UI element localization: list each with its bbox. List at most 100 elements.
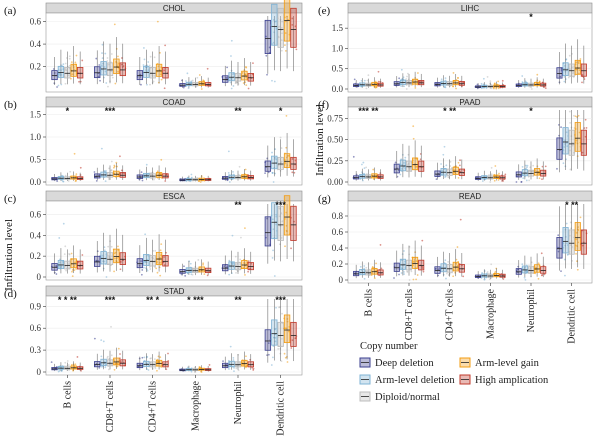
data-point [143, 58, 146, 61]
data-point [146, 268, 148, 271]
x-tick-label: CD4+T cells [445, 289, 456, 340]
data-point [408, 279, 411, 281]
data-point [153, 358, 156, 361]
panel-lihc: LIHC (e) 0.0 0.5 1.0 1.5 * [318, 2, 593, 94]
box [162, 255, 169, 267]
data-point [441, 169, 444, 172]
data-point [374, 86, 377, 89]
data-point [67, 74, 70, 77]
data-point [456, 265, 459, 267]
data-point [568, 54, 571, 57]
box [64, 67, 71, 79]
significance-marker: * *** [187, 295, 204, 305]
data-point [565, 242, 568, 245]
data-point [421, 80, 423, 83]
box [534, 264, 541, 273]
data-point [515, 181, 518, 183]
box [271, 319, 278, 346]
data-point [146, 258, 149, 261]
data-point [291, 158, 294, 160]
box [393, 262, 400, 272]
data-point [266, 217, 269, 220]
data-point [62, 63, 65, 66]
y-tick-label: 0.4 [30, 39, 42, 49]
box [446, 264, 453, 273]
box [568, 129, 575, 156]
data-point [180, 273, 183, 276]
data-point [230, 55, 232, 57]
data-point [405, 88, 408, 90]
data-point [105, 82, 108, 84]
data-point [284, 20, 287, 23]
data-point [64, 67, 67, 70]
data-point [111, 76, 114, 79]
data-point [101, 43, 104, 46]
data-point [483, 278, 486, 281]
data-point [575, 61, 578, 64]
data-point [110, 169, 113, 171]
data-point [294, 337, 297, 340]
data-point [569, 168, 572, 171]
data-point [280, 337, 283, 340]
data-point [155, 267, 158, 270]
data-point [274, 172, 276, 175]
data-point [534, 272, 537, 275]
data-point [271, 356, 274, 359]
data-point [141, 356, 144, 359]
panel-title: ESCA [163, 192, 185, 201]
y-tick-label: 0.0 [30, 177, 42, 187]
data-point [372, 168, 375, 171]
data-point [232, 357, 235, 359]
data-point [422, 270, 425, 273]
data-point [565, 222, 568, 225]
legend-swatch [459, 374, 471, 385]
panel-title: READ [459, 192, 481, 201]
significance-marker: *** [275, 295, 286, 305]
data-point [278, 306, 281, 308]
box [399, 159, 406, 172]
data-point [149, 357, 152, 360]
data-point [247, 87, 250, 90]
data-point [574, 115, 577, 118]
data-point [80, 369, 82, 372]
data-point [274, 336, 277, 339]
data-point [97, 75, 100, 78]
data-point [100, 147, 103, 150]
data-point [153, 178, 155, 181]
data-point [563, 76, 566, 78]
data-point [107, 63, 110, 66]
y-tick-label: 0.50 [327, 135, 343, 145]
data-point [264, 172, 266, 175]
data-point [140, 273, 143, 276]
data-point [377, 70, 380, 73]
data-point [456, 246, 459, 248]
y-axis-label-right: Infiltration level [314, 104, 326, 176]
y-tick-label: 0.75 [327, 113, 343, 123]
data-point [578, 131, 581, 134]
data-point [101, 256, 103, 259]
box [290, 205, 297, 241]
data-point [272, 228, 275, 231]
data-point [117, 245, 119, 248]
data-point [57, 370, 60, 373]
data-point [95, 57, 98, 60]
data-point [189, 180, 192, 183]
data-point [394, 161, 397, 164]
box [271, 155, 278, 170]
y-tick-label: 1.0 [30, 132, 42, 142]
data-point [365, 87, 368, 90]
data-point [228, 181, 231, 183]
data-point [584, 118, 587, 121]
data-point [493, 179, 496, 182]
data-point [568, 110, 571, 113]
significance-marker: *** [275, 200, 286, 210]
data-point [372, 268, 375, 271]
data-point [71, 73, 74, 76]
panel-label: (b) [4, 99, 17, 111]
data-point [581, 81, 583, 84]
data-point [183, 265, 185, 268]
data-point [458, 164, 461, 167]
data-point [400, 267, 403, 269]
data-point [569, 149, 571, 152]
data-point [160, 78, 163, 81]
